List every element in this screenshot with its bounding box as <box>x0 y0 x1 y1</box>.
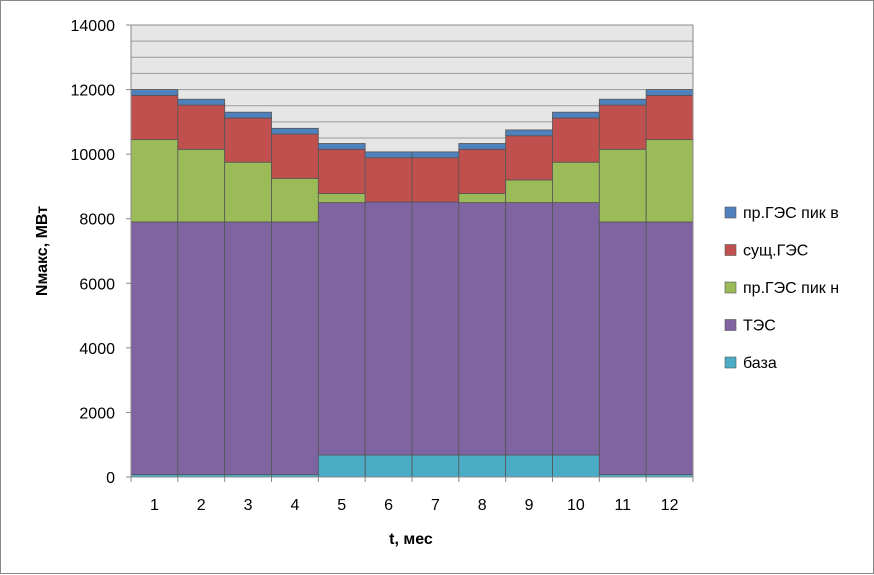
bar-segment <box>317 143 366 150</box>
x-tick-label: 4 <box>290 497 299 514</box>
bar-segment <box>177 221 226 475</box>
x-tick-label: 8 <box>478 497 487 514</box>
bar-segment <box>458 454 507 478</box>
bar-segment <box>317 148 366 194</box>
x-tick-label: 5 <box>337 497 346 514</box>
y-tick-label: 12000 <box>71 83 116 100</box>
bar-segment <box>130 221 179 475</box>
bar-segment <box>552 454 600 478</box>
bar-segment <box>411 151 460 159</box>
bar-segment <box>130 89 179 96</box>
y-tick-label: 4000 <box>79 341 115 358</box>
bar-segment <box>458 202 507 456</box>
legend-swatch <box>724 356 737 369</box>
x-tick-label: 7 <box>431 497 440 514</box>
x-tick-label: 10 <box>567 497 585 514</box>
bar-segment <box>552 111 600 119</box>
x-tick-label: 6 <box>384 497 393 514</box>
y-tick-label: 2000 <box>79 405 115 422</box>
legend-swatch <box>724 206 737 219</box>
legend-label: пр.ГЭС пик в <box>743 205 839 222</box>
bar-segment <box>645 94 694 141</box>
bar-segment <box>505 454 553 478</box>
y-tick-label: 10000 <box>71 147 116 164</box>
y-tick-label: 8000 <box>79 212 115 229</box>
bar-segment <box>645 89 694 96</box>
bar-segment <box>364 151 413 159</box>
bar-segment <box>130 94 179 141</box>
bar-segment <box>177 148 226 223</box>
bar-segment <box>645 139 694 223</box>
bar-segment <box>224 221 272 475</box>
bar-segment <box>645 221 694 475</box>
bar-segment <box>177 104 226 150</box>
bar-segment <box>552 202 600 456</box>
y-axis-title: Nмакс, МВт <box>34 206 51 296</box>
bar-segment <box>598 148 647 223</box>
bar-segment <box>364 454 413 478</box>
y-tick-label: 0 <box>106 470 115 487</box>
bar-segment <box>224 161 272 223</box>
legend-swatch <box>724 319 737 331</box>
x-tick-label: 2 <box>197 497 206 514</box>
bar-segment <box>224 111 272 119</box>
x-axis-title: t, мес <box>389 531 433 548</box>
y-tick-label: 6000 <box>79 276 115 293</box>
bar-segment <box>271 177 319 223</box>
bar-segment <box>598 98 647 106</box>
bar-segment <box>364 157 413 203</box>
legend-swatch <box>724 244 737 256</box>
bar-segment <box>598 104 647 150</box>
bar-segment <box>552 117 600 163</box>
legend-label: пр.ГЭС пик н <box>743 280 839 297</box>
bar-segment <box>411 454 460 478</box>
bar-segment <box>364 201 413 456</box>
bar-segment <box>317 193 366 203</box>
bar-segment <box>271 127 319 135</box>
bar-segment <box>271 133 319 179</box>
legend: пр.ГЭС пик в сущ.ГЭС пр.ГЭС пик н ТЭС база <box>724 205 839 372</box>
bar-segment <box>317 454 366 478</box>
bar-segment <box>505 202 553 456</box>
legend-label: сущ.ГЭС <box>743 243 808 260</box>
bar-segment <box>505 129 553 137</box>
bar-segment <box>552 161 600 203</box>
bar-segment <box>271 221 319 475</box>
bar-segment <box>505 135 553 181</box>
x-tick-label: 12 <box>661 497 679 514</box>
bar-segment <box>505 179 553 203</box>
legend-label: база <box>743 355 777 372</box>
bar-segment <box>130 139 179 223</box>
y-tick-label: 14000 <box>71 18 116 35</box>
bar-segment <box>317 202 366 456</box>
x-tick-label: 3 <box>244 497 253 514</box>
x-tick-label: 11 <box>614 497 631 514</box>
x-tick-label: 1 <box>150 497 159 514</box>
bar-segment <box>458 143 507 150</box>
legend-swatch <box>724 281 737 294</box>
legend-label: ТЭС <box>743 318 776 335</box>
bar-segment <box>411 201 460 456</box>
bar-segment <box>458 193 507 203</box>
bar-segment <box>598 221 647 475</box>
bar-segment <box>177 98 226 106</box>
bar-segment <box>224 117 272 163</box>
x-tick-label: 9 <box>525 497 534 514</box>
bar-segment <box>458 148 507 194</box>
bar-segment <box>411 157 460 203</box>
